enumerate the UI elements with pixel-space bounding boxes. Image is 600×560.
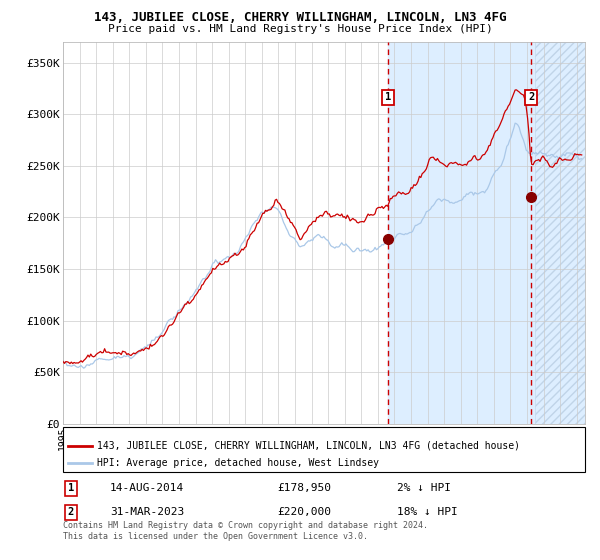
FancyBboxPatch shape <box>63 427 585 472</box>
Bar <box>388 42 585 424</box>
Bar <box>535 42 585 424</box>
Text: HPI: Average price, detached house, West Lindsey: HPI: Average price, detached house, West… <box>97 458 379 468</box>
Text: £220,000: £220,000 <box>277 507 331 517</box>
Text: 18% ↓ HPI: 18% ↓ HPI <box>397 507 458 517</box>
Text: 143, JUBILEE CLOSE, CHERRY WILLINGHAM, LINCOLN, LN3 4FG (detached house): 143, JUBILEE CLOSE, CHERRY WILLINGHAM, L… <box>97 441 520 451</box>
Text: Contains HM Land Registry data © Crown copyright and database right 2024.
This d: Contains HM Land Registry data © Crown c… <box>63 521 428 541</box>
Text: 143, JUBILEE CLOSE, CHERRY WILLINGHAM, LINCOLN, LN3 4FG: 143, JUBILEE CLOSE, CHERRY WILLINGHAM, L… <box>94 11 506 24</box>
Text: 2: 2 <box>68 507 74 517</box>
Text: 31-MAR-2023: 31-MAR-2023 <box>110 507 184 517</box>
Text: 2: 2 <box>528 92 534 102</box>
Text: Price paid vs. HM Land Registry's House Price Index (HPI): Price paid vs. HM Land Registry's House … <box>107 24 493 34</box>
Text: 14-AUG-2014: 14-AUG-2014 <box>110 483 184 493</box>
Text: 1: 1 <box>385 92 391 102</box>
Text: 1: 1 <box>68 483 74 493</box>
Text: £178,950: £178,950 <box>277 483 331 493</box>
Text: 2% ↓ HPI: 2% ↓ HPI <box>397 483 451 493</box>
